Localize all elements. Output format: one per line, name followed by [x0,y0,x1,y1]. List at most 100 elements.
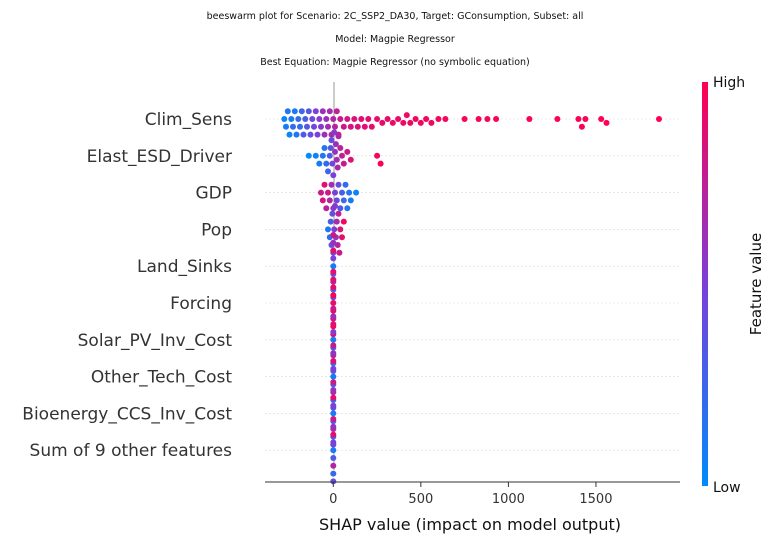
colorbar-title: Feature value [747,233,765,335]
points-group [281,108,662,485]
data-point [377,160,384,167]
data-point [330,313,337,320]
data-point [656,116,662,122]
data-point [329,160,336,167]
data-point [295,116,302,122]
colorbar-high-label: High [713,75,745,91]
chart-title-line-1: beeswarm plot for Scenario: 2C_SSP2_DA30… [207,11,584,22]
data-point [403,112,410,119]
data-point [330,350,337,357]
data-point [346,189,353,196]
data-point [347,197,354,204]
data-point [330,439,337,446]
feature-labels: Clim_Sens Elast_ESD_Driver GDP Pop Land_Sink… [22,110,232,461]
data-point [493,116,500,122]
data-point [578,123,585,130]
data-point [330,416,337,422]
data-point [327,145,334,151]
x-tick-label: 1000 [492,492,525,507]
data-point [442,116,449,122]
feature-label: GDP [195,184,232,204]
data-point [333,156,340,163]
data-point [327,218,334,225]
data-point [330,431,337,438]
data-point [412,116,419,122]
data-point [330,455,337,461]
data-point [332,189,338,196]
data-point [321,131,328,138]
data-point [330,365,337,372]
x-ticks: 0 500 1000 1500 [329,482,612,507]
data-point [300,131,307,138]
data-point [307,131,314,138]
data-point [379,119,386,126]
data-point [598,116,605,122]
data-point [395,116,402,122]
data-point [321,181,328,188]
data-point [337,145,344,151]
data-point [330,478,337,485]
data-point [374,152,381,159]
data-point [361,123,368,130]
data-point [330,387,337,393]
data-point [284,108,291,115]
data-point [339,189,345,196]
data-point [305,108,312,115]
data-point [318,189,324,196]
data-point [344,116,351,122]
data-point [335,181,342,188]
data-point [330,470,337,477]
data-point [283,123,289,130]
data-point [326,152,333,159]
data-point [330,172,337,179]
data-point [331,129,338,136]
data-point [298,108,305,115]
feature-label: Bioenergy_CCS_Inv_Cost [22,404,232,424]
data-point [323,160,330,167]
data-point [328,137,335,144]
data-point [325,123,331,130]
data-point [329,210,336,217]
data-point [344,148,351,155]
data-point [603,119,610,126]
data-point [374,116,381,122]
data-point [319,108,326,115]
data-point [330,292,337,299]
data-point [286,131,293,138]
data-point [330,447,337,454]
data-point [319,152,326,159]
data-point [330,394,337,401]
data-point [330,300,337,306]
data-point [321,145,328,151]
data-point [368,123,375,130]
x-tick-label: 1500 [579,492,612,507]
data-point [333,108,340,115]
data-point [332,141,339,148]
data-point [330,342,337,349]
data-point [325,168,331,175]
data-point [339,152,345,159]
data-point [330,263,337,270]
data-point [358,116,365,122]
data-point [304,123,310,130]
data-point [319,197,326,204]
data-point [365,116,372,122]
data-point [297,123,303,130]
feature-label: Pop [201,220,232,240]
data-point [312,108,319,115]
data-point [281,116,288,122]
data-point [347,123,354,130]
chart-title-line-2: Model: Magpie Regressor [335,34,455,45]
data-point [309,116,316,122]
data-point [330,402,337,409]
data-point [330,116,337,122]
data-point [325,189,331,196]
feature-label: Sum of 9 other features [30,441,233,461]
data-point [330,379,337,386]
data-point [318,123,324,130]
data-point [326,108,333,115]
data-point [314,131,321,138]
data-point [339,234,345,241]
data-point [312,152,319,159]
